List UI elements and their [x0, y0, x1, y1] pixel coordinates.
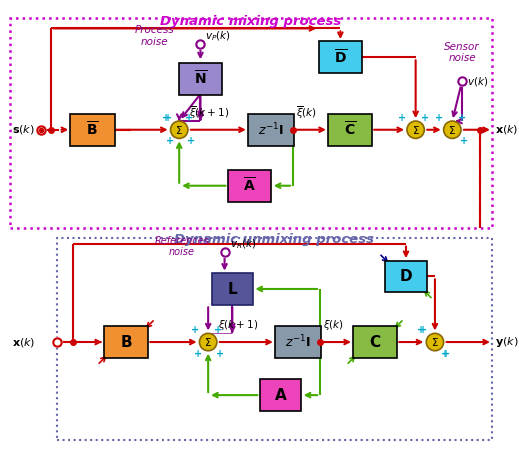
- Text: $\mathbf{y}(k)$: $\mathbf{y}(k)$: [495, 335, 518, 349]
- Text: +: +: [460, 137, 468, 146]
- Text: $\xi(k)$: $\xi(k)$: [323, 318, 344, 332]
- Text: +: +: [398, 113, 406, 123]
- Text: $\Sigma$: $\Sigma$: [175, 124, 183, 136]
- Text: $v_P(k)$: $v_P(k)$: [206, 29, 231, 43]
- FancyBboxPatch shape: [212, 273, 253, 305]
- Text: Dynamic unmixing process: Dynamic unmixing process: [174, 233, 374, 246]
- Text: $\mathbf{D}$: $\mathbf{D}$: [399, 268, 413, 284]
- FancyBboxPatch shape: [275, 326, 321, 358]
- FancyBboxPatch shape: [329, 114, 372, 146]
- Text: Dynamic mixing process: Dynamic mixing process: [160, 15, 342, 28]
- Text: $\overline{\mathbf{D}}$: $\overline{\mathbf{D}}$: [334, 48, 347, 67]
- FancyBboxPatch shape: [104, 326, 148, 358]
- Text: +: +: [166, 137, 174, 146]
- Text: $\mathbf{L}$: $\mathbf{L}$: [227, 281, 238, 297]
- Text: +: +: [421, 113, 429, 123]
- Text: +: +: [185, 113, 193, 123]
- Text: $\overline{\mathbf{N}}$: $\overline{\mathbf{N}}$: [194, 69, 207, 88]
- FancyBboxPatch shape: [319, 41, 362, 73]
- Text: $\overline{\xi}(k)$: $\overline{\xi}(k)$: [296, 104, 317, 121]
- FancyBboxPatch shape: [385, 260, 427, 292]
- FancyBboxPatch shape: [228, 170, 271, 202]
- Text: $\Sigma$: $\Sigma$: [431, 336, 439, 348]
- FancyBboxPatch shape: [70, 114, 115, 146]
- Text: $\overline{\mathbf{A}}$: $\overline{\mathbf{A}}$: [243, 177, 256, 195]
- Text: +: +: [187, 137, 195, 146]
- FancyBboxPatch shape: [260, 379, 302, 411]
- Text: +: +: [458, 113, 466, 123]
- Text: +: +: [443, 349, 450, 359]
- Text: +: +: [161, 113, 170, 123]
- Text: +: +: [441, 349, 448, 359]
- Text: +: +: [163, 113, 172, 123]
- Text: $\Sigma$: $\Sigma$: [412, 124, 419, 136]
- Text: $\xi(k+1)$: $\xi(k+1)$: [218, 318, 258, 332]
- Circle shape: [407, 121, 425, 138]
- Circle shape: [426, 333, 444, 351]
- Text: $z^{-1}\mathbf{I}$: $z^{-1}\mathbf{I}$: [285, 334, 311, 350]
- Text: $\mathbf{C}$: $\mathbf{C}$: [369, 334, 381, 350]
- Text: $\mathbf{s}(k)$: $\mathbf{s}(k)$: [12, 123, 35, 136]
- Text: +: +: [435, 113, 443, 123]
- FancyBboxPatch shape: [179, 63, 222, 95]
- Text: $\overline{\mathbf{C}}$: $\overline{\mathbf{C}}$: [344, 121, 356, 139]
- Circle shape: [444, 121, 461, 138]
- Text: $\mathbf{A}$: $\mathbf{A}$: [274, 387, 288, 403]
- Text: $v_R(k)$: $v_R(k)$: [230, 238, 257, 251]
- Text: $\overline{\xi}(k+1)$: $\overline{\xi}(k+1)$: [189, 104, 229, 121]
- Text: $\Sigma$: $\Sigma$: [204, 336, 212, 348]
- Text: Sensor
noise: Sensor noise: [444, 42, 480, 63]
- FancyBboxPatch shape: [248, 114, 294, 146]
- Circle shape: [171, 121, 188, 138]
- FancyBboxPatch shape: [353, 326, 397, 358]
- Text: $\overline{\mathbf{B}}$: $\overline{\mathbf{B}}$: [86, 121, 99, 139]
- Text: $v(k)$: $v(k)$: [467, 75, 488, 88]
- Text: $\mathbf{B}$: $\mathbf{B}$: [120, 334, 132, 350]
- Text: +: +: [190, 325, 199, 336]
- Text: $z^{-1}\mathbf{I}$: $z^{-1}\mathbf{I}$: [258, 122, 284, 138]
- Text: $\mathbf{x}(k)$: $\mathbf{x}(k)$: [12, 336, 36, 349]
- Circle shape: [199, 333, 217, 351]
- Text: +: +: [195, 349, 202, 359]
- Text: References
noise: References noise: [155, 236, 210, 257]
- Text: +: +: [214, 325, 222, 336]
- Text: $\Sigma$: $\Sigma$: [448, 124, 456, 136]
- Text: +: +: [417, 325, 426, 336]
- Text: +: +: [216, 349, 224, 359]
- Text: $\mathbf{x}(k)$: $\mathbf{x}(k)$: [495, 123, 518, 136]
- Text: Process
noise: Process noise: [134, 25, 174, 47]
- Text: +: +: [419, 325, 428, 336]
